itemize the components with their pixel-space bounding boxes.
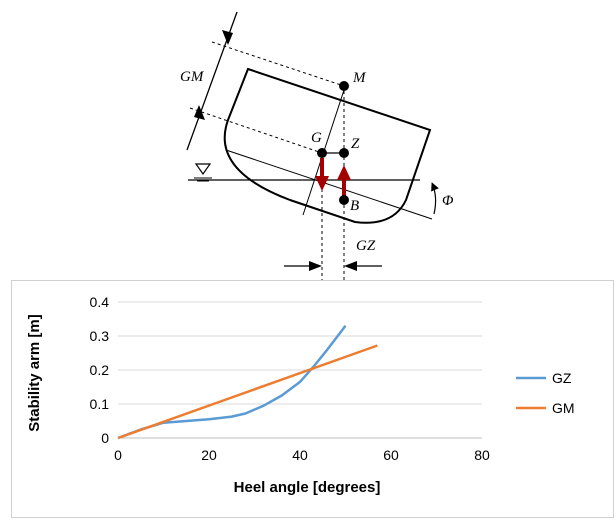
- label-z: Z: [351, 136, 360, 152]
- heel-angle-arc: [431, 182, 439, 215]
- water-level-icon: [194, 163, 212, 182]
- y-tick-label: 0.2: [90, 362, 110, 378]
- x-tick-label: 20: [201, 447, 217, 463]
- label-gz: GZ: [356, 238, 376, 254]
- inclined-waterline: [225, 149, 433, 220]
- point-g: [317, 148, 327, 158]
- y-tick-label: 0.4: [90, 294, 110, 310]
- gm-extension-top: [211, 41, 345, 87]
- chart-frame: 0 0.1 0.2 0.3 0.4 0 20 40 60 80 Heel angle [degr…: [11, 280, 614, 518]
- legend-label-gm: GM: [552, 400, 575, 416]
- stability-diagram: GM M G Z B Φ GZ: [180, 11, 454, 280]
- gz-arrow-left: [309, 261, 322, 271]
- y-tick-label: 0.1: [90, 396, 110, 412]
- gz-arrow-right: [344, 261, 357, 271]
- series-line-gz: [117, 325, 347, 440]
- label-gm: GM: [180, 69, 205, 85]
- y-tick-label: 0.3: [90, 328, 110, 344]
- point-m: [339, 81, 349, 91]
- gm-arrow-top: [222, 30, 233, 45]
- x-tick-label: 0: [114, 447, 122, 463]
- x-axis-title: Heel angle [degrees]: [234, 479, 381, 496]
- series-line-gm: [117, 344, 378, 440]
- point-b: [339, 195, 349, 205]
- label-phi: Φ: [442, 193, 454, 209]
- y-tick-labels: 0 0.1 0.2 0.3 0.4: [90, 294, 110, 446]
- y-tick-label: 0: [101, 430, 109, 446]
- point-z: [339, 148, 349, 158]
- gm-arrow-bottom: [194, 105, 205, 120]
- label-b: B: [350, 198, 359, 214]
- chart-grid: [118, 301, 482, 405]
- label-g: G: [311, 130, 322, 146]
- hull-outline: [223, 67, 432, 224]
- chart-series: [117, 325, 378, 440]
- buoyancy-force-arrow: [337, 165, 351, 198]
- x-tick-label: 40: [292, 447, 308, 463]
- gravity-force-arrow: [315, 158, 329, 191]
- stability-chart: 0 0.1 0.2 0.3 0.4 0 20 40 60 80 Heel angle [degr…: [26, 294, 575, 496]
- x-tick-label: 80: [474, 447, 490, 463]
- x-tick-labels: 0 20 40 60 80: [114, 447, 490, 463]
- x-tick-label: 60: [383, 447, 399, 463]
- gm-extension-bottom: [189, 107, 323, 154]
- label-m: M: [352, 70, 367, 86]
- chart-legend: GZ GM: [516, 370, 575, 416]
- legend-label-gz: GZ: [552, 370, 572, 386]
- y-axis-title: Stability arm [m]: [26, 314, 43, 432]
